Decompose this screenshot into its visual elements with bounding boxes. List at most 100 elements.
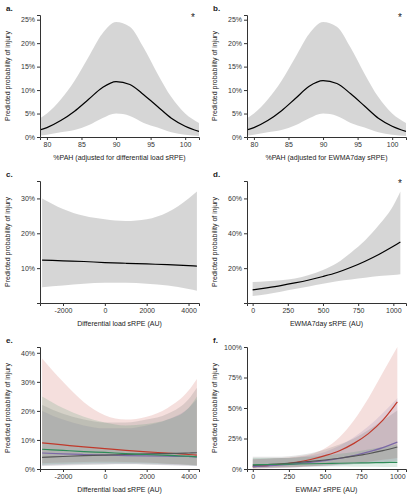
prediction-line — [253, 462, 398, 464]
y-axis: 0%25%50%75%100% — [224, 344, 247, 473]
tick: 25% — [228, 16, 247, 23]
tick-label: 5% — [25, 110, 35, 117]
x-axis: -2000020004000 — [41, 469, 200, 480]
tick-label: 40% — [228, 230, 242, 237]
tick-label: 5% — [232, 110, 242, 117]
tick-mark — [37, 268, 40, 269]
tick-label: 20% — [21, 408, 35, 415]
tick: 90 — [113, 137, 121, 148]
tick: 750 — [356, 469, 368, 480]
tick: 250 — [282, 303, 294, 314]
panel: -20000200040000%10%20%30%40%e.Differenti… — [4, 336, 200, 494]
tick-mark — [254, 137, 255, 140]
tick-mark — [37, 114, 40, 115]
tick-label: 500 — [320, 473, 332, 480]
confidence-band — [247, 22, 406, 136]
panel-title: c. — [6, 170, 13, 179]
x-axis-title: %PAH (adjusted for differential load sRP… — [53, 154, 185, 162]
tick-mark — [244, 43, 247, 44]
tick: 5% — [25, 110, 40, 117]
tick: 100% — [224, 344, 247, 351]
x-axis-title: %PAH (adjusted for EWMA7day sRPE) — [265, 154, 387, 162]
panel-title: d. — [213, 170, 220, 179]
tick-mark — [325, 469, 326, 472]
tick-mark — [37, 90, 40, 91]
tick-mark — [37, 440, 40, 441]
tick: 750 — [353, 303, 365, 314]
tick-label: 60% — [228, 195, 242, 202]
tick-label: -2000 — [55, 473, 73, 480]
tick: 90 — [320, 137, 328, 148]
tick-label: 90 — [320, 141, 328, 148]
tick-mark — [393, 303, 394, 306]
prediction-line — [42, 260, 197, 266]
tick-label: 20% — [21, 230, 35, 237]
tick-mark — [288, 303, 289, 306]
tick-label: 30% — [21, 379, 35, 386]
x-axis: 02505007501000 — [248, 469, 407, 480]
tick-label: 95 — [147, 141, 155, 148]
tick-label: 25% — [21, 16, 35, 23]
tick-mark — [244, 198, 247, 199]
significance-marker: * — [398, 12, 402, 23]
tick-label: 50% — [228, 405, 242, 412]
tick-mark — [253, 303, 254, 306]
tick-mark — [244, 233, 247, 234]
y-axis-title: Predicted probability of injury — [4, 363, 12, 453]
tick-mark — [244, 469, 247, 470]
tick-mark — [244, 408, 247, 409]
tick: 25% — [21, 16, 40, 23]
tick-mark — [244, 90, 247, 91]
confidence-band — [42, 388, 197, 466]
panel: 0250500750100020%40%60%d.*EWMA7day sRPE … — [211, 170, 407, 328]
tick: 85 — [285, 137, 293, 148]
tick-mark — [361, 469, 362, 472]
axis-line — [244, 182, 248, 304]
figure: 808590951000%5%10%15%20%25%a.*%PAH (adju… — [0, 0, 414, 500]
tick-mark — [189, 303, 190, 306]
tick-label: 10% — [21, 87, 35, 94]
axis-line — [41, 470, 200, 473]
tick-mark — [37, 137, 40, 138]
tick-mark — [37, 20, 40, 21]
tick-label: 2000 — [139, 473, 155, 480]
tick: 2000 — [139, 469, 155, 480]
tick-mark — [147, 303, 148, 306]
confidence-band — [42, 359, 197, 466]
tick-mark — [244, 378, 247, 379]
y-axis-title: Predicted probability of injury — [211, 363, 219, 453]
x-axis-title: Differential load sRPE (AU) — [77, 486, 162, 494]
axis-line — [37, 182, 41, 304]
tick: 250 — [284, 469, 296, 480]
tick: 10% — [21, 265, 40, 272]
tick-label: 750 — [353, 307, 365, 314]
tick: 5% — [232, 110, 247, 117]
plot-area — [42, 191, 197, 290]
tick-label: 0% — [25, 466, 35, 473]
axis-line — [248, 138, 407, 141]
tick: 75% — [228, 374, 247, 381]
prediction-line — [253, 442, 398, 466]
panel: 808590951000%5%10%15%20%25%b.*%PAH (adju… — [211, 4, 407, 162]
prediction-line — [42, 449, 197, 457]
tick-mark — [37, 233, 40, 234]
axis-line — [248, 304, 407, 307]
y-axis: 10%20%30% — [21, 182, 41, 304]
tick-mark — [37, 43, 40, 44]
tick: 500 — [318, 303, 330, 314]
tick-label: 95 — [354, 141, 362, 148]
tick-mark — [37, 353, 40, 354]
tick-label: 15% — [21, 63, 35, 70]
tick-label: 80 — [44, 141, 52, 148]
tick-label: 250 — [282, 307, 294, 314]
tick-label: 100 — [180, 141, 192, 148]
y-axis-title: Predicted probability of injury — [211, 31, 219, 121]
tick-mark — [47, 137, 48, 140]
tick: 10% — [21, 437, 40, 444]
tick-label: 100% — [224, 344, 242, 351]
axis-line — [248, 470, 407, 473]
tick-label: 20% — [228, 40, 242, 47]
tick-mark — [116, 137, 117, 140]
panel-title: e. — [6, 336, 13, 345]
prediction-line — [253, 242, 401, 290]
